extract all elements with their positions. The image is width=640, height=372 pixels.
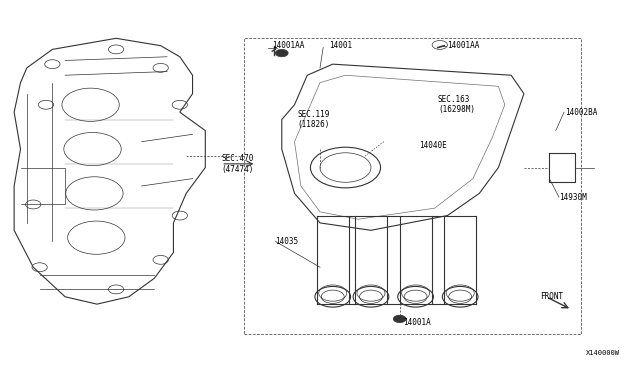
Text: FRONT: FRONT [540,292,563,301]
Circle shape [275,49,288,57]
Text: X140000W: X140000W [586,350,620,356]
Text: 14035: 14035 [275,237,298,246]
Text: SEC.470
(47474): SEC.470 (47474) [221,154,253,174]
Text: SEC.163
(16298M): SEC.163 (16298M) [438,95,475,115]
Text: 14001AA: 14001AA [272,41,305,50]
Circle shape [394,315,406,323]
Text: 14001A: 14001A [403,318,431,327]
Text: 14930M: 14930M [559,193,587,202]
Text: 14001AA: 14001AA [447,41,480,50]
Text: 14001: 14001 [330,41,353,50]
Text: 14040E: 14040E [419,141,447,150]
Text: 14002BA: 14002BA [565,108,598,117]
Text: SEC.119
(11826): SEC.119 (11826) [298,110,330,129]
